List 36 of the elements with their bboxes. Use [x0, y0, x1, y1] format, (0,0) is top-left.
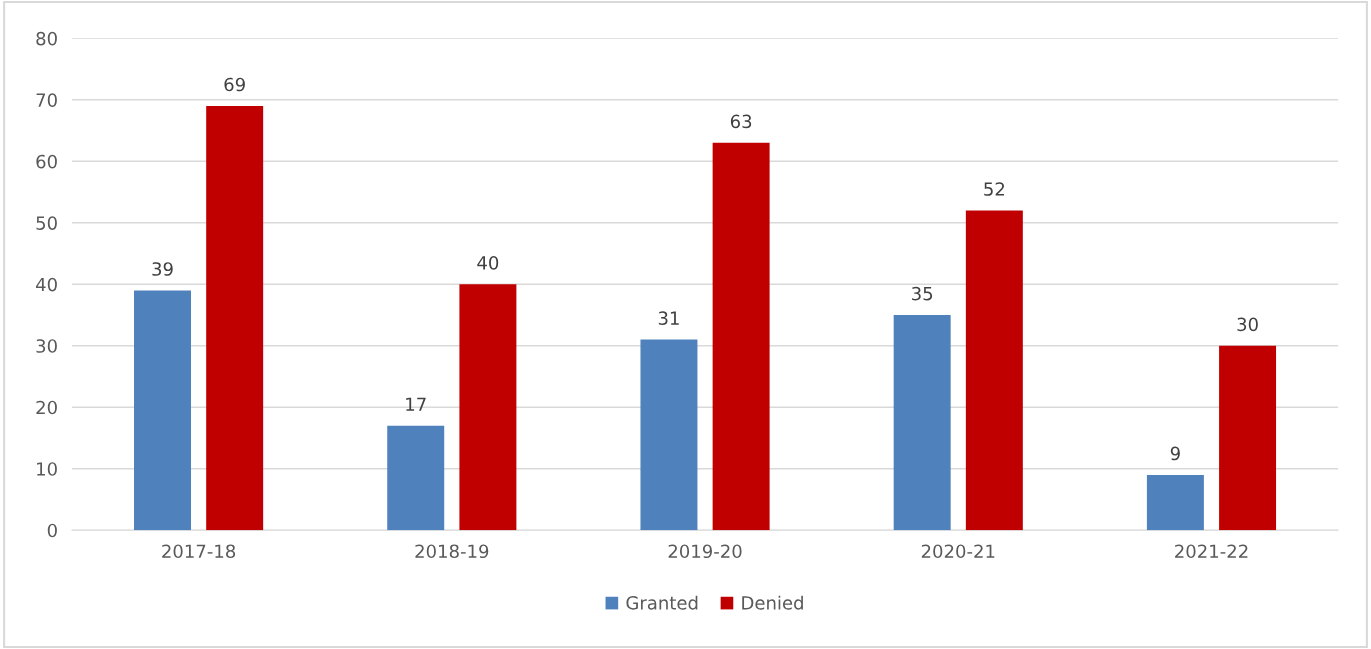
bar — [893, 315, 951, 531]
bar — [712, 142, 770, 531]
bar — [459, 284, 517, 531]
x-tick-label: 2019-20 — [668, 544, 742, 559]
data-label: 52 — [984, 182, 1005, 196]
x-tick-label: 2018-19 — [415, 544, 489, 559]
x-tick-label: 2020-21 — [921, 544, 995, 559]
data-label: 63 — [730, 114, 752, 129]
y-tick-label: 40 — [36, 277, 57, 292]
data-label: 40 — [477, 256, 499, 270]
y-tick-label: 20 — [36, 400, 57, 415]
x-tick-label: 2021-22 — [1175, 544, 1248, 559]
bar — [206, 105, 264, 531]
legend-label: Denied — [742, 595, 803, 610]
data-label: 30 — [1237, 317, 1258, 332]
data-label: 9 — [1170, 446, 1180, 461]
data-label: 69 — [224, 77, 245, 92]
bar — [1219, 345, 1277, 531]
y-tick-label: 0 — [47, 523, 57, 538]
data-label: 31 — [658, 311, 679, 325]
bar — [1146, 474, 1204, 531]
bar — [134, 290, 191, 531]
x-tick-label: 2017-18 — [162, 544, 236, 559]
y-tick-label: 30 — [36, 339, 57, 353]
y-tick-label: 10 — [37, 462, 57, 476]
bar — [640, 339, 698, 531]
y-tick-label: 60 — [36, 154, 57, 169]
y-tick-label: 70 — [36, 93, 57, 107]
data-label: 35 — [912, 286, 933, 301]
y-tick-label: 50 — [36, 216, 57, 230]
legend-label: Granted — [626, 595, 698, 610]
data-label: 39 — [152, 262, 173, 276]
data-label: 17 — [406, 397, 426, 411]
bar — [387, 425, 445, 531]
y-tick-label: 80 — [36, 31, 57, 46]
bar — [965, 210, 1023, 531]
